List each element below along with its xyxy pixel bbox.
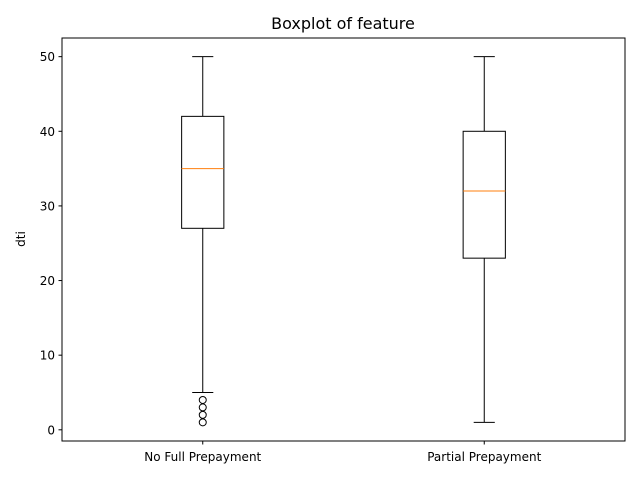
outlier-point <box>198 410 207 419</box>
plot-area-frame <box>61 37 626 442</box>
outlier-point <box>198 418 207 427</box>
chart-title: Boxplot of feature <box>271 14 415 33</box>
box-group-2 <box>462 56 506 423</box>
box-group-1 <box>181 56 225 427</box>
outlier-point <box>198 395 207 404</box>
x-tick-label: No Full Prepayment <box>144 450 261 464</box>
y-axis-label: dti <box>14 231 28 247</box>
plot-marks <box>181 56 506 427</box>
iqr-box <box>462 130 506 259</box>
y-tick-label: 40 <box>40 125 55 139</box>
axes: No Full Prepayment Partial Prepayment 0 10 2… <box>40 50 542 464</box>
y-tick-label: 10 <box>40 349 55 363</box>
x-tick-label: Partial Prepayment <box>427 450 541 464</box>
y-tick-label: 30 <box>40 199 55 213</box>
outlier-point <box>198 403 207 412</box>
y-tick-label: 20 <box>40 274 55 288</box>
y-tick-label: 50 <box>40 50 55 64</box>
iqr-box <box>181 115 225 229</box>
y-tick-label: 0 <box>47 423 55 437</box>
